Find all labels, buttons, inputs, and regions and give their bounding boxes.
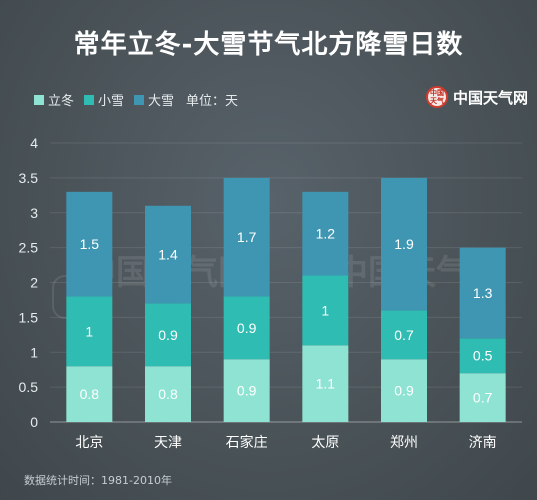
- x-tick-label: 太原: [311, 435, 339, 451]
- bar-segment: [459, 338, 506, 374]
- bar-segment: [66, 296, 113, 367]
- legend-label-daxue: 大雪: [148, 94, 175, 109]
- legend-swatch-daxue: [134, 94, 145, 105]
- bar-segment: [302, 345, 349, 422]
- data-label: 1.1: [316, 376, 336, 392]
- y-tick-label: 4: [30, 135, 38, 151]
- y-tick-label: 3.5: [19, 170, 39, 186]
- bar-segment: [459, 373, 506, 422]
- data-label: 0.8: [158, 386, 178, 402]
- seal-icon: 中国 天气: [426, 86, 448, 108]
- data-label: 0.7: [394, 327, 414, 343]
- legend-item-xiaoxue: 小雪: [84, 90, 124, 109]
- y-tick-label: 2.5: [19, 240, 39, 256]
- y-tick-label: 1.5: [19, 309, 39, 325]
- brand-logo: 中国 天气 中国天气网: [426, 86, 528, 108]
- data-label: 0.9: [394, 383, 414, 399]
- bar-segment: [381, 177, 427, 311]
- data-label: 0.8: [80, 386, 100, 402]
- bar-segment: [223, 177, 270, 297]
- data-label: 1.5: [80, 236, 100, 252]
- y-tick-label: 3: [30, 205, 38, 221]
- data-label: 0.5: [473, 348, 493, 364]
- unit-label: 单位：天: [186, 94, 239, 109]
- x-tick-label: 郑州: [390, 435, 418, 451]
- x-tick-label: 天津: [154, 435, 182, 451]
- legend-label-xiaoxue: 小雪: [98, 94, 125, 109]
- legend: 立冬 小雪 大雪 单位：天: [34, 90, 238, 109]
- bar-segment: [223, 296, 270, 360]
- data-label: 1.3: [473, 285, 493, 301]
- chart-title: 常年立冬-大雪节气北方降雪日数: [73, 30, 464, 60]
- bar-segment: [145, 205, 191, 304]
- legend-swatch-xiaoxue: [84, 94, 95, 105]
- data-label: 0.7: [473, 390, 493, 406]
- x-tick-label: 济南: [469, 435, 497, 451]
- bar-segment: [381, 310, 427, 360]
- footnote: 数据统计时间：1981-2010年: [24, 474, 172, 487]
- data-label: 0.9: [237, 383, 257, 399]
- y-tick-label: 2: [30, 275, 38, 291]
- bar-segment: [145, 366, 191, 422]
- data-label: 1.9: [394, 236, 414, 252]
- data-label: 1: [85, 323, 93, 339]
- data-label: 0.9: [158, 327, 178, 343]
- bar-segment: [381, 359, 427, 422]
- y-tick-label: 0: [30, 414, 38, 430]
- data-label: 1.4: [158, 247, 178, 263]
- x-tick-label: 北京: [75, 435, 103, 451]
- legend-swatch-lidong: [34, 94, 44, 105]
- bar-segment: [302, 275, 349, 346]
- data-label: 0.9: [237, 320, 257, 336]
- bar-segment: [66, 366, 113, 422]
- legend-label-lidong: 立冬: [48, 94, 75, 109]
- bar-segment: [66, 191, 113, 297]
- y-tick-label: 0.5: [19, 379, 39, 395]
- legend-item-daxue: 大雪: [134, 90, 174, 109]
- y-tick-label: 1: [30, 344, 38, 360]
- data-label: 1.7: [237, 229, 257, 245]
- x-tick-label: 石家庄: [226, 434, 268, 451]
- data-label: 1: [321, 302, 329, 318]
- bar-segment: [459, 247, 506, 339]
- bar-segment: [223, 359, 270, 422]
- brand-name: 中国天气网: [453, 88, 529, 107]
- legend-item-lidong: 立冬: [34, 90, 74, 109]
- data-label: 1.2: [316, 226, 336, 242]
- bar-segment: [302, 191, 349, 276]
- bar-segment: [145, 303, 191, 367]
